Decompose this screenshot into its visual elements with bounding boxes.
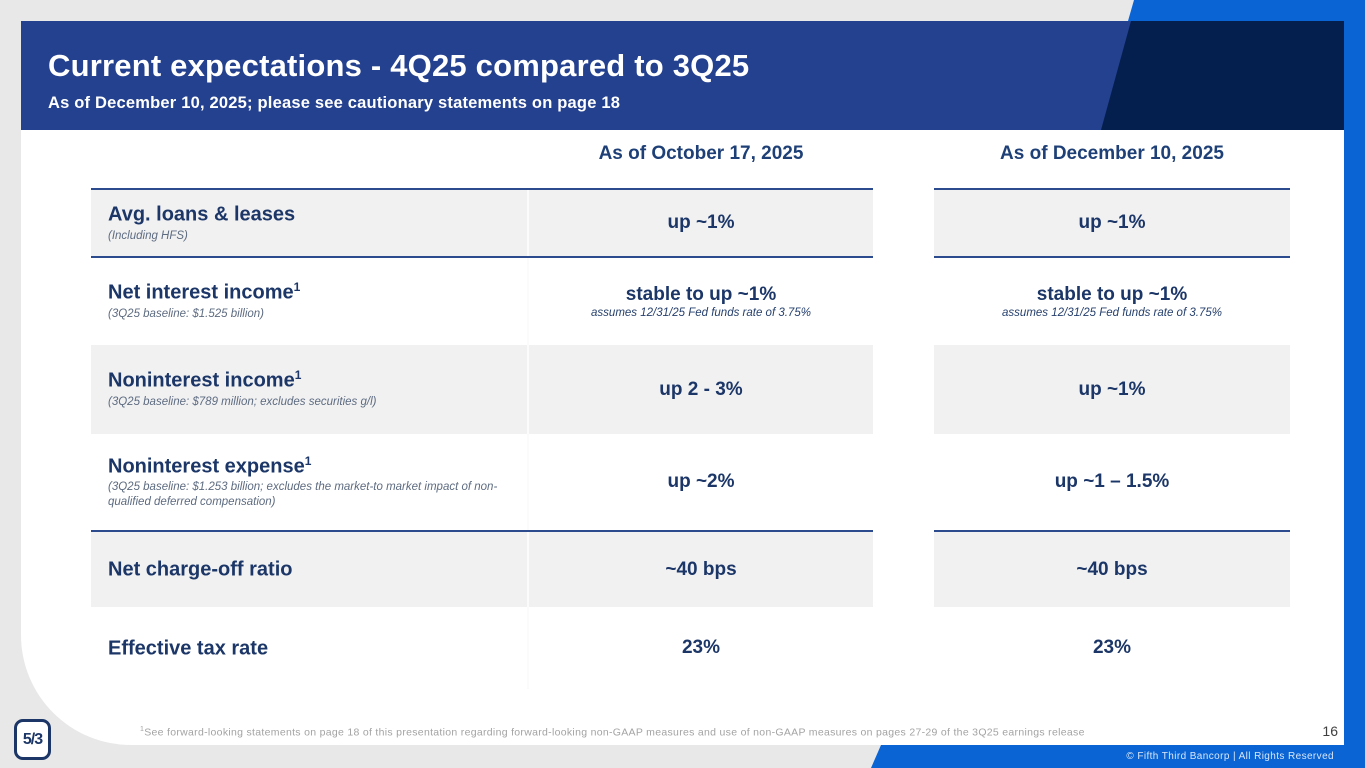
row-label: Net charge-off ratio xyxy=(108,558,293,581)
row-sublabel: (3Q25 baseline: $1.525 billion) xyxy=(108,308,264,321)
october-value: 23% xyxy=(681,637,721,659)
october-value: up ~2% xyxy=(667,471,735,493)
right-accent-bar xyxy=(1344,0,1365,768)
december-value: stable to up ~1% xyxy=(1036,283,1188,305)
october-value: ~40 bps xyxy=(665,558,737,580)
december-value: up ~1% xyxy=(1078,212,1146,234)
december-value: up ~1% xyxy=(1078,378,1146,400)
december-value-note: assumes 12/31/25 Fed funds rate of 3.75% xyxy=(1002,307,1222,320)
copyright-text: © Fifth Third Bancorp | All Rights Reser… xyxy=(1126,751,1334,762)
page-title: Current expectations - 4Q25 compared to … xyxy=(48,48,750,83)
row-sublabel: (3Q25 baseline: $789 million; excludes s… xyxy=(108,396,377,409)
table-row: Net charge-off ratio ~40 bps ~40 bps xyxy=(91,532,1290,607)
table-row: Noninterest income1 (3Q25 baseline: $789… xyxy=(91,345,1290,434)
column-divider xyxy=(527,345,529,434)
column-gap xyxy=(873,188,934,258)
table-row: Net interest income1 (3Q25 baseline: $1.… xyxy=(91,258,1290,345)
row-label: Noninterest expense1 xyxy=(108,453,312,478)
top-right-accent-shape xyxy=(1128,0,1365,21)
december-value: 23% xyxy=(1092,637,1132,659)
page-subtitle: As of December 10, 2025; please see caut… xyxy=(48,94,621,112)
december-value: ~40 bps xyxy=(1076,558,1148,580)
october-value-note: assumes 12/31/25 Fed funds rate of 3.75% xyxy=(591,307,811,320)
header-banner: Current expectations - 4Q25 compared to … xyxy=(21,21,1344,130)
column-divider xyxy=(527,607,529,689)
fifth-third-logo: 5/3 xyxy=(14,719,51,760)
expectations-table: As of October 17, 2025 As of December 10… xyxy=(91,140,1290,689)
row-label: Effective tax rate xyxy=(108,637,269,660)
row-label: Avg. loans & leases xyxy=(108,203,296,226)
row-sublabel: (Including HFS) xyxy=(108,229,188,242)
december-value: up ~1 – 1.5% xyxy=(1054,471,1170,493)
footer-bar: © Fifth Third Bancorp | All Rights Reser… xyxy=(871,745,1365,768)
table-row: Noninterest expense1 (3Q25 baseline: $1.… xyxy=(91,434,1290,532)
footnote: 1See forward-looking statements on page … xyxy=(140,726,1085,739)
column-divider xyxy=(527,434,529,530)
row-label: Net interest income1 xyxy=(108,280,301,305)
header-accent-shape xyxy=(1101,21,1344,130)
table-row: Avg. loans & leases (Including HFS) up ~… xyxy=(91,188,1290,258)
october-value: stable to up ~1% xyxy=(625,283,777,305)
page-number: 16 xyxy=(1322,723,1338,739)
table-row: Effective tax rate 23% 23% xyxy=(91,607,1290,689)
column-divider xyxy=(527,532,529,607)
column-header-october: As of October 17, 2025 xyxy=(598,143,804,164)
row-label: Noninterest income1 xyxy=(108,368,302,393)
row-sublabel: (3Q25 baseline: $1.253 billion; excludes… xyxy=(108,481,498,508)
column-gap xyxy=(873,258,934,345)
column-gap xyxy=(873,607,934,689)
column-divider xyxy=(527,190,529,256)
column-gap xyxy=(873,532,934,607)
october-value: up ~1% xyxy=(667,212,735,234)
column-gap xyxy=(873,345,934,434)
table-column-headers: As of October 17, 2025 As of December 10… xyxy=(91,140,1290,188)
column-gap xyxy=(873,434,934,532)
column-header-december: As of December 10, 2025 xyxy=(1000,143,1224,164)
october-value: up 2 - 3% xyxy=(659,378,743,400)
column-divider xyxy=(527,258,529,345)
